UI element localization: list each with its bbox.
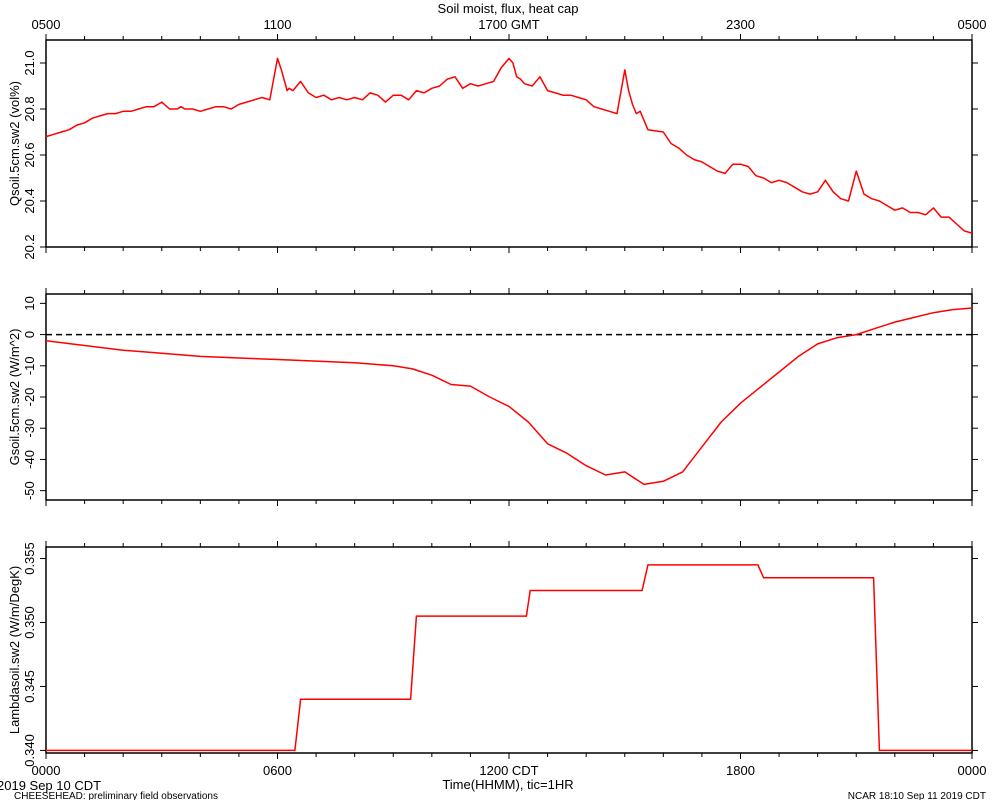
y-tick-label: -20 (22, 388, 37, 407)
chart-title: Soil moist, flux, heat cap (438, 1, 579, 16)
y-tick-label: 0.340 (22, 734, 37, 767)
bottom-axis-ticks: 0000 0600 1200 CDT 1800 0000 (32, 763, 987, 778)
top-tick-label: 1700 GMT (478, 17, 539, 32)
bottom-tick-label: 0000 (958, 763, 987, 778)
series-line (45, 307, 973, 486)
y-tick-label: -50 (22, 481, 37, 500)
y-axis-label: Gsoil.5cm.sw2 (W/m^2) (7, 329, 22, 466)
plot-frame (45, 39, 973, 248)
y-tick-label: 20.2 (22, 234, 37, 259)
y-tick-label: 0.350 (22, 606, 37, 639)
top-tick-label: 0500 (32, 17, 61, 32)
y-tick-label: 20.6 (22, 142, 37, 167)
y-axis-label: Lambdasoil.sw2 (W/m/DegK) (7, 566, 22, 734)
top-tick-label: 0500 (958, 17, 987, 32)
footer-left-note: CHEESEHEAD: preliminary field observatio… (14, 791, 218, 800)
series-line (46, 564, 972, 752)
y-tick-label: -40 (22, 450, 37, 469)
y-tick-label: 21.0 (22, 50, 37, 75)
y-tick-label: 10 (22, 296, 37, 310)
footer-left-date: 2019 Sep 10 CDT (0, 778, 101, 793)
y-tick-label: 0.355 (22, 542, 37, 575)
y-axis-label: Qsoil.5cm.sw2 (vol%) (7, 81, 22, 206)
y-tick-label: 0 (22, 331, 37, 338)
bottom-tick-label: 0000 (32, 763, 61, 778)
x-axis-label: Time(HHMM), tic=1HR (442, 777, 573, 792)
y-tick-label: 0.345 (22, 670, 37, 703)
y-tick-label: 20.8 (22, 96, 37, 121)
y-tick-label: -10 (22, 356, 37, 375)
bottom-tick-label: 0600 (263, 763, 292, 778)
series-line (45, 57, 973, 234)
top-tick-label: 1100 (264, 17, 292, 32)
plot-frame (45, 293, 973, 501)
y-tick-label: -30 (22, 419, 37, 438)
y-tick-label: 20.4 (22, 188, 37, 213)
bottom-tick-label: 1200 CDT (479, 763, 538, 778)
top-axis-ticks: 0500 1100 1700 GMT 2300 0500 (32, 17, 987, 32)
chart-panel-2: -50 -40 -30 -20 -10 0 10 Gsoil.5cm.sw2 (W/m^2) (7, 288, 978, 506)
top-tick-label: 2300 (726, 17, 755, 32)
footer-right: NCAR 18:10 Sep 11 2019 CDT (848, 791, 986, 800)
bottom-tick-label: 1800 (726, 763, 755, 778)
